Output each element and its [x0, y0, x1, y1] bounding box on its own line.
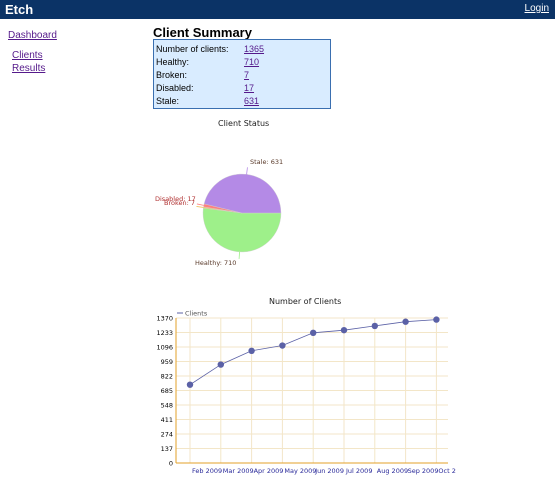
- summary-value-link[interactable]: 7: [244, 70, 250, 80]
- pie-leader-line: [196, 203, 204, 206]
- nav-clients-link[interactable]: Clients: [12, 50, 43, 61]
- line-chart-title: Number of Clients: [269, 297, 342, 306]
- summary-row: Broken: 7: [156, 70, 249, 80]
- x-tick-label: Jun 2009: [314, 467, 344, 475]
- pie-chart-title: Client Status: [218, 119, 270, 128]
- y-tick-label: 274: [161, 431, 173, 439]
- data-point: [433, 316, 440, 323]
- summary-label: Stale:: [156, 96, 180, 106]
- data-point: [186, 381, 194, 388]
- y-tick-label: 959: [161, 358, 173, 366]
- pie-label: Healthy: 710: [195, 259, 236, 267]
- summary-value-link[interactable]: 710: [244, 57, 260, 67]
- x-tick-label: Oct 2: [438, 467, 455, 475]
- y-tick-label: 411: [161, 416, 173, 424]
- data-point: [340, 326, 348, 334]
- page-title: Client Summary: [153, 25, 252, 40]
- summary-value-link[interactable]: 17: [244, 83, 255, 93]
- pie-label: Broken: 7: [164, 199, 195, 207]
- nav-results-link[interactable]: Results: [12, 63, 46, 74]
- y-tick-label: 137: [161, 445, 173, 453]
- summary-label: Disabled:: [156, 83, 194, 93]
- y-tick-label: 0: [169, 460, 173, 468]
- x-tick-label: Aug 2009: [377, 467, 408, 475]
- data-point: [310, 329, 317, 337]
- pie-leader-line: [246, 167, 248, 175]
- client-summary-table: Number of clients: 1365 Healthy: 710 Bro…: [153, 39, 331, 109]
- x-tick-label: Jul 2009: [345, 467, 372, 475]
- y-tick-label: 822: [161, 373, 173, 381]
- y-tick-label: 1096: [156, 344, 173, 352]
- nav-dashboard-link[interactable]: Dashboard: [8, 30, 57, 41]
- summary-row: Healthy: 710: [156, 57, 259, 67]
- summary-value-link[interactable]: 1365: [244, 44, 265, 54]
- x-tick-label: Sep 2009: [408, 467, 439, 475]
- data-point: [402, 318, 409, 325]
- summary-label: Number of clients:: [156, 44, 229, 54]
- summary-row: Stale: 631: [156, 96, 259, 106]
- y-tick-label: 548: [161, 402, 173, 410]
- summary-row: Disabled: 17: [156, 83, 254, 93]
- summary-label: Broken:: [156, 70, 188, 80]
- x-tick-label: Apr 2009: [254, 467, 284, 475]
- pie-leader-line: [196, 206, 204, 208]
- data-point: [217, 361, 224, 368]
- pie-label: Disabled: 17: [155, 195, 196, 203]
- app-title: Etch: [5, 2, 34, 17]
- login-link[interactable]: Login: [524, 3, 549, 14]
- x-tick-label: May 2009: [284, 467, 316, 475]
- y-tick-label: 1233: [156, 329, 173, 337]
- summary-value-link[interactable]: 631: [244, 96, 260, 106]
- data-point: [248, 347, 255, 355]
- pie-slice: [202, 207, 282, 253]
- top-bar: Etch Login: [0, 0, 555, 19]
- x-tick-label: Mar 2009: [223, 467, 254, 475]
- y-tick-label: 685: [161, 387, 173, 395]
- data-point: [279, 342, 286, 349]
- legend-label: Clients: [185, 310, 208, 318]
- summary-label: Healthy:: [156, 57, 190, 67]
- y-tick-label: 1370: [156, 315, 173, 323]
- data-point: [371, 322, 378, 330]
- summary-row: Number of clients: 1365: [156, 44, 264, 54]
- pie-label: Stale: 631: [250, 158, 283, 166]
- x-tick-label: Feb 2009: [192, 467, 222, 475]
